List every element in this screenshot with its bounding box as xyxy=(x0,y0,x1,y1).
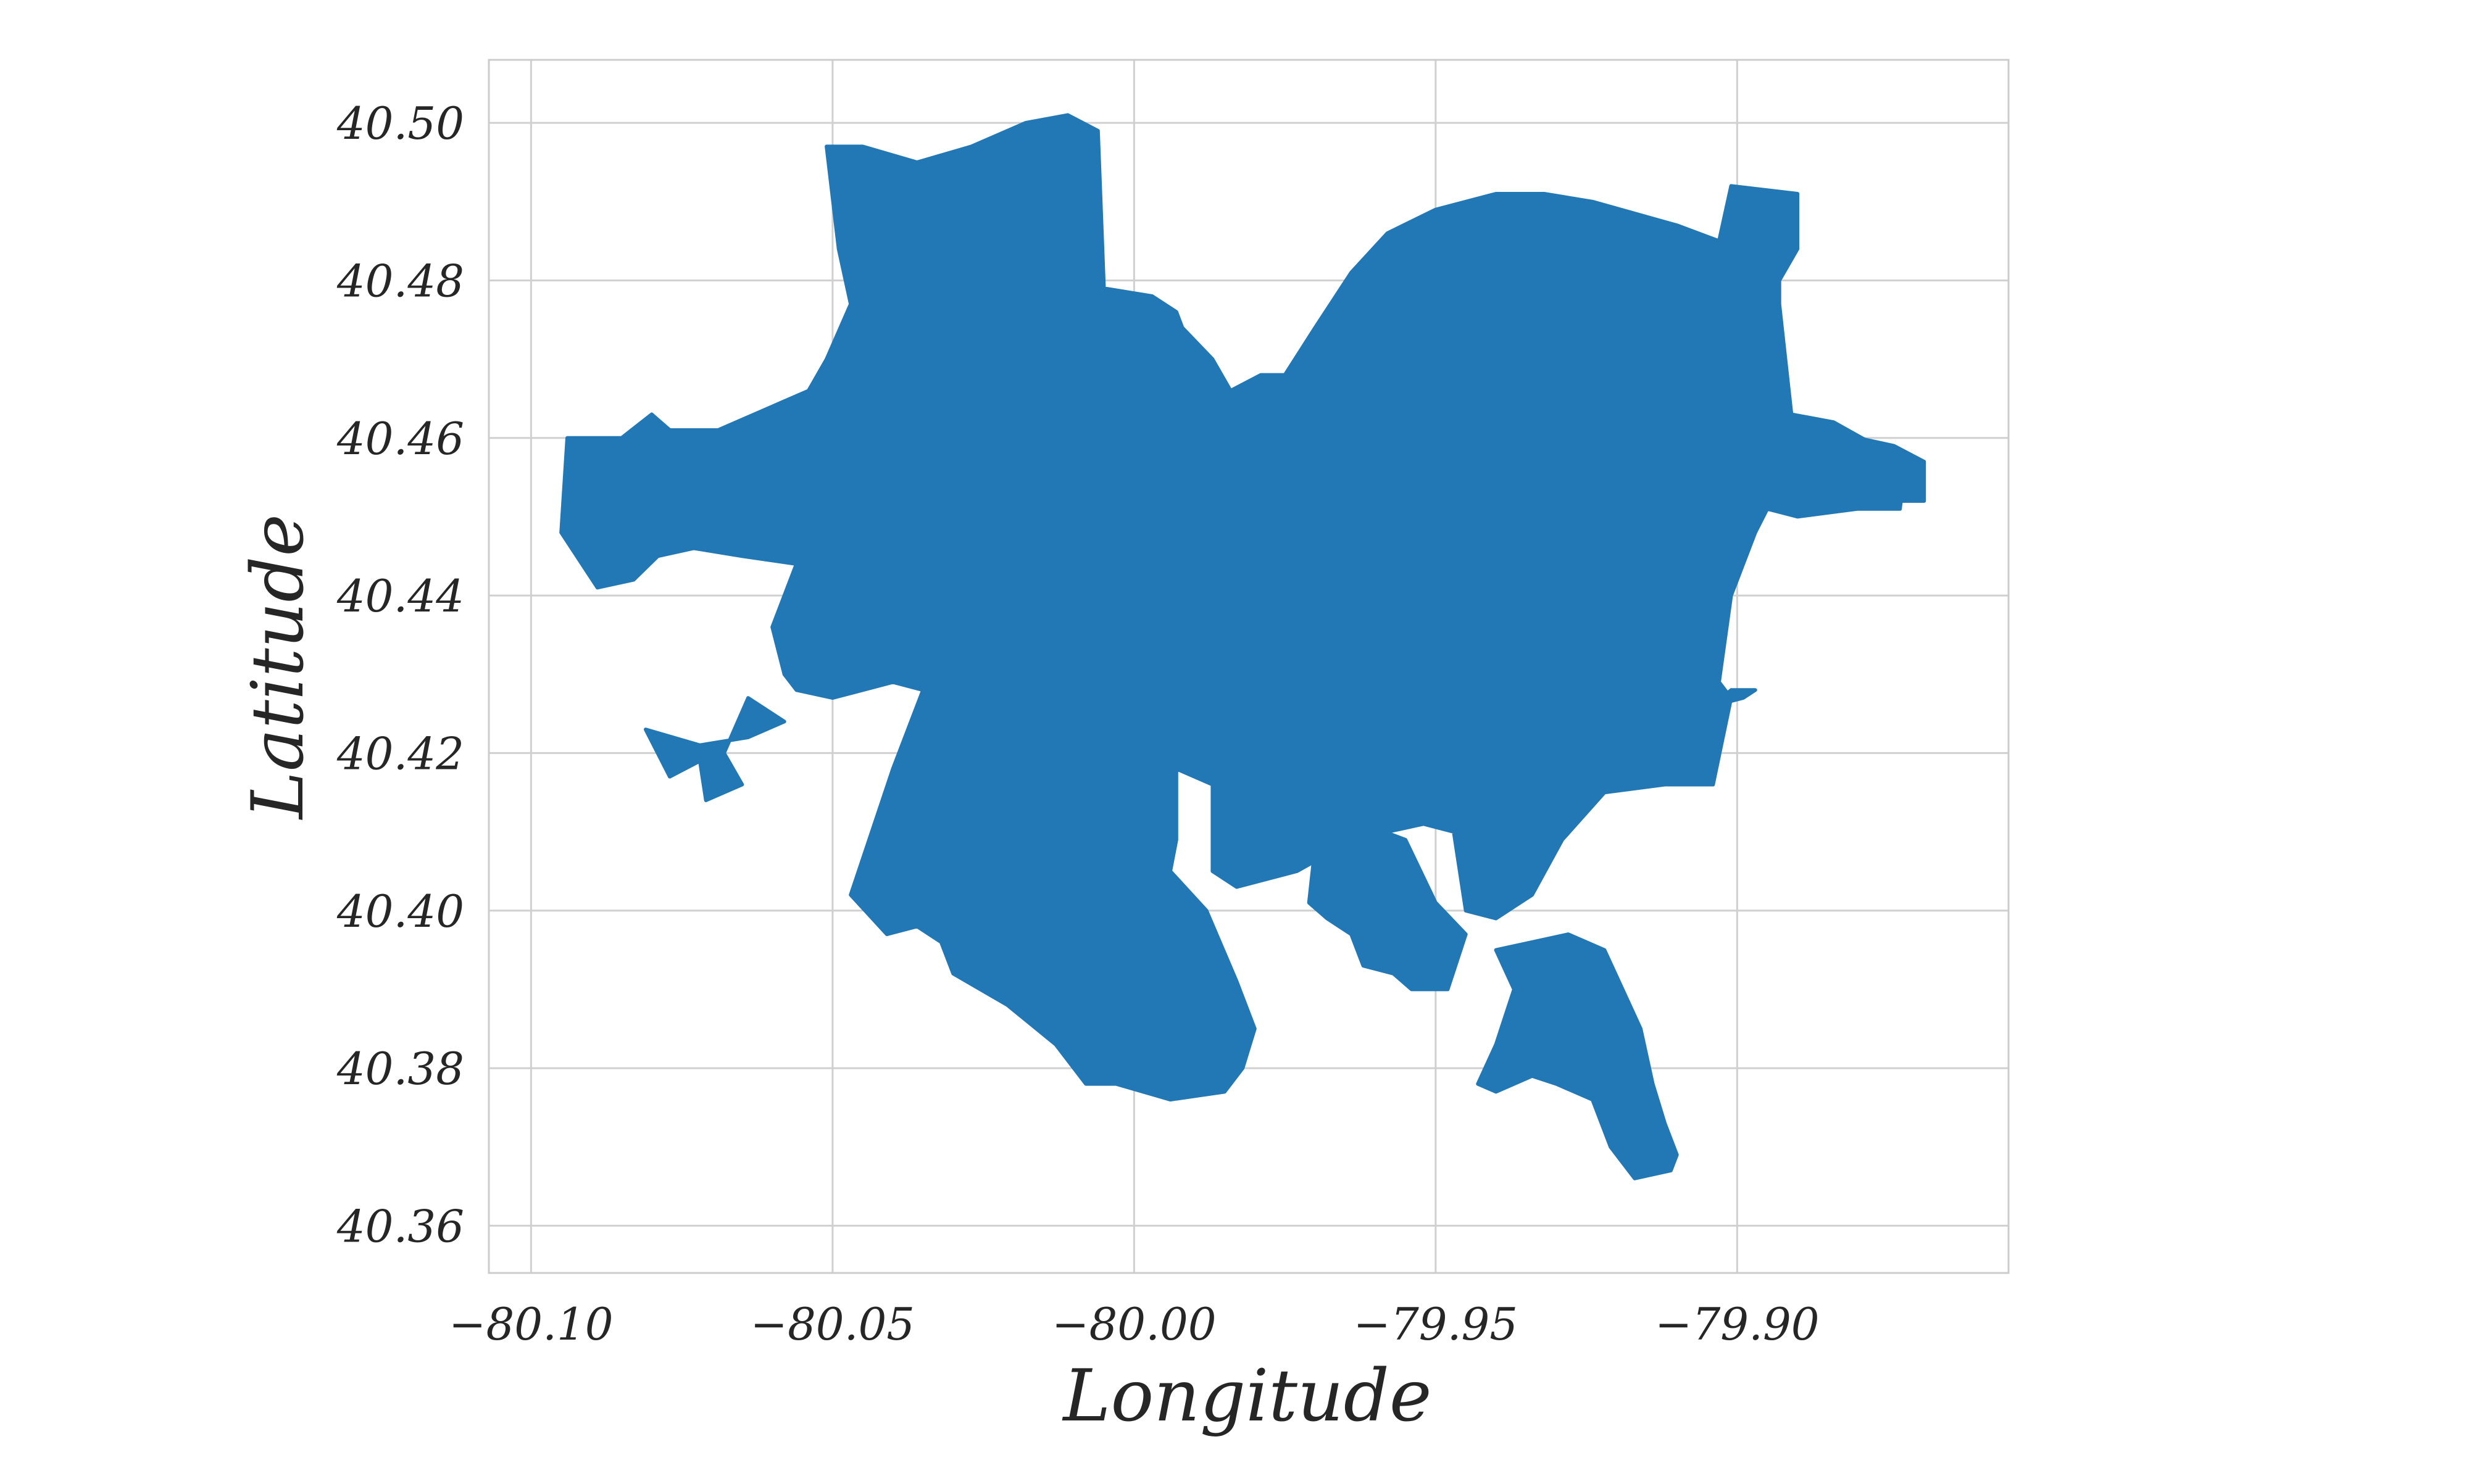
x-tick-labels: −80.10 −80.05 −80.00 −79.95 −79.90 xyxy=(449,1298,1819,1350)
x-tick-label: −80.05 xyxy=(751,1298,915,1350)
y-tick-label: 40.44 xyxy=(336,570,464,622)
x-tick-label: −79.95 xyxy=(1354,1298,1518,1350)
y-axis-title: Latitude xyxy=(236,514,320,820)
y-tick-label: 40.40 xyxy=(336,885,464,937)
y-tick-labels: 40.36 40.38 40.40 40.42 40.44 40.46 40.48 40.50 xyxy=(336,97,464,1252)
city-boundary-polygon xyxy=(559,113,1908,1102)
y-tick-label: 40.46 xyxy=(336,413,464,465)
y-tick-label: 40.38 xyxy=(336,1043,464,1095)
y-tick-label: 40.36 xyxy=(336,1200,464,1252)
plot-frame xyxy=(488,59,2010,1274)
boundary-fragment-polygon xyxy=(644,696,786,802)
x-axis-title: Longitude xyxy=(1062,1354,1431,1438)
x-tick-label: −80.00 xyxy=(1052,1298,1216,1350)
region-shapes xyxy=(559,113,1926,1180)
x-tick-label: −79.90 xyxy=(1655,1298,1819,1350)
boundary-fragment-polygon xyxy=(1476,932,1679,1180)
x-tick-label: −80.10 xyxy=(449,1298,613,1350)
boundary-fragment-polygon xyxy=(1807,420,1926,511)
boundary-fragment-polygon xyxy=(1711,688,1757,708)
y-tick-label: 40.42 xyxy=(336,727,464,779)
y-tick-label: 40.50 xyxy=(336,97,464,149)
boundary-fragment-polygon xyxy=(1307,822,1468,992)
y-tick-label: 40.48 xyxy=(336,255,464,307)
